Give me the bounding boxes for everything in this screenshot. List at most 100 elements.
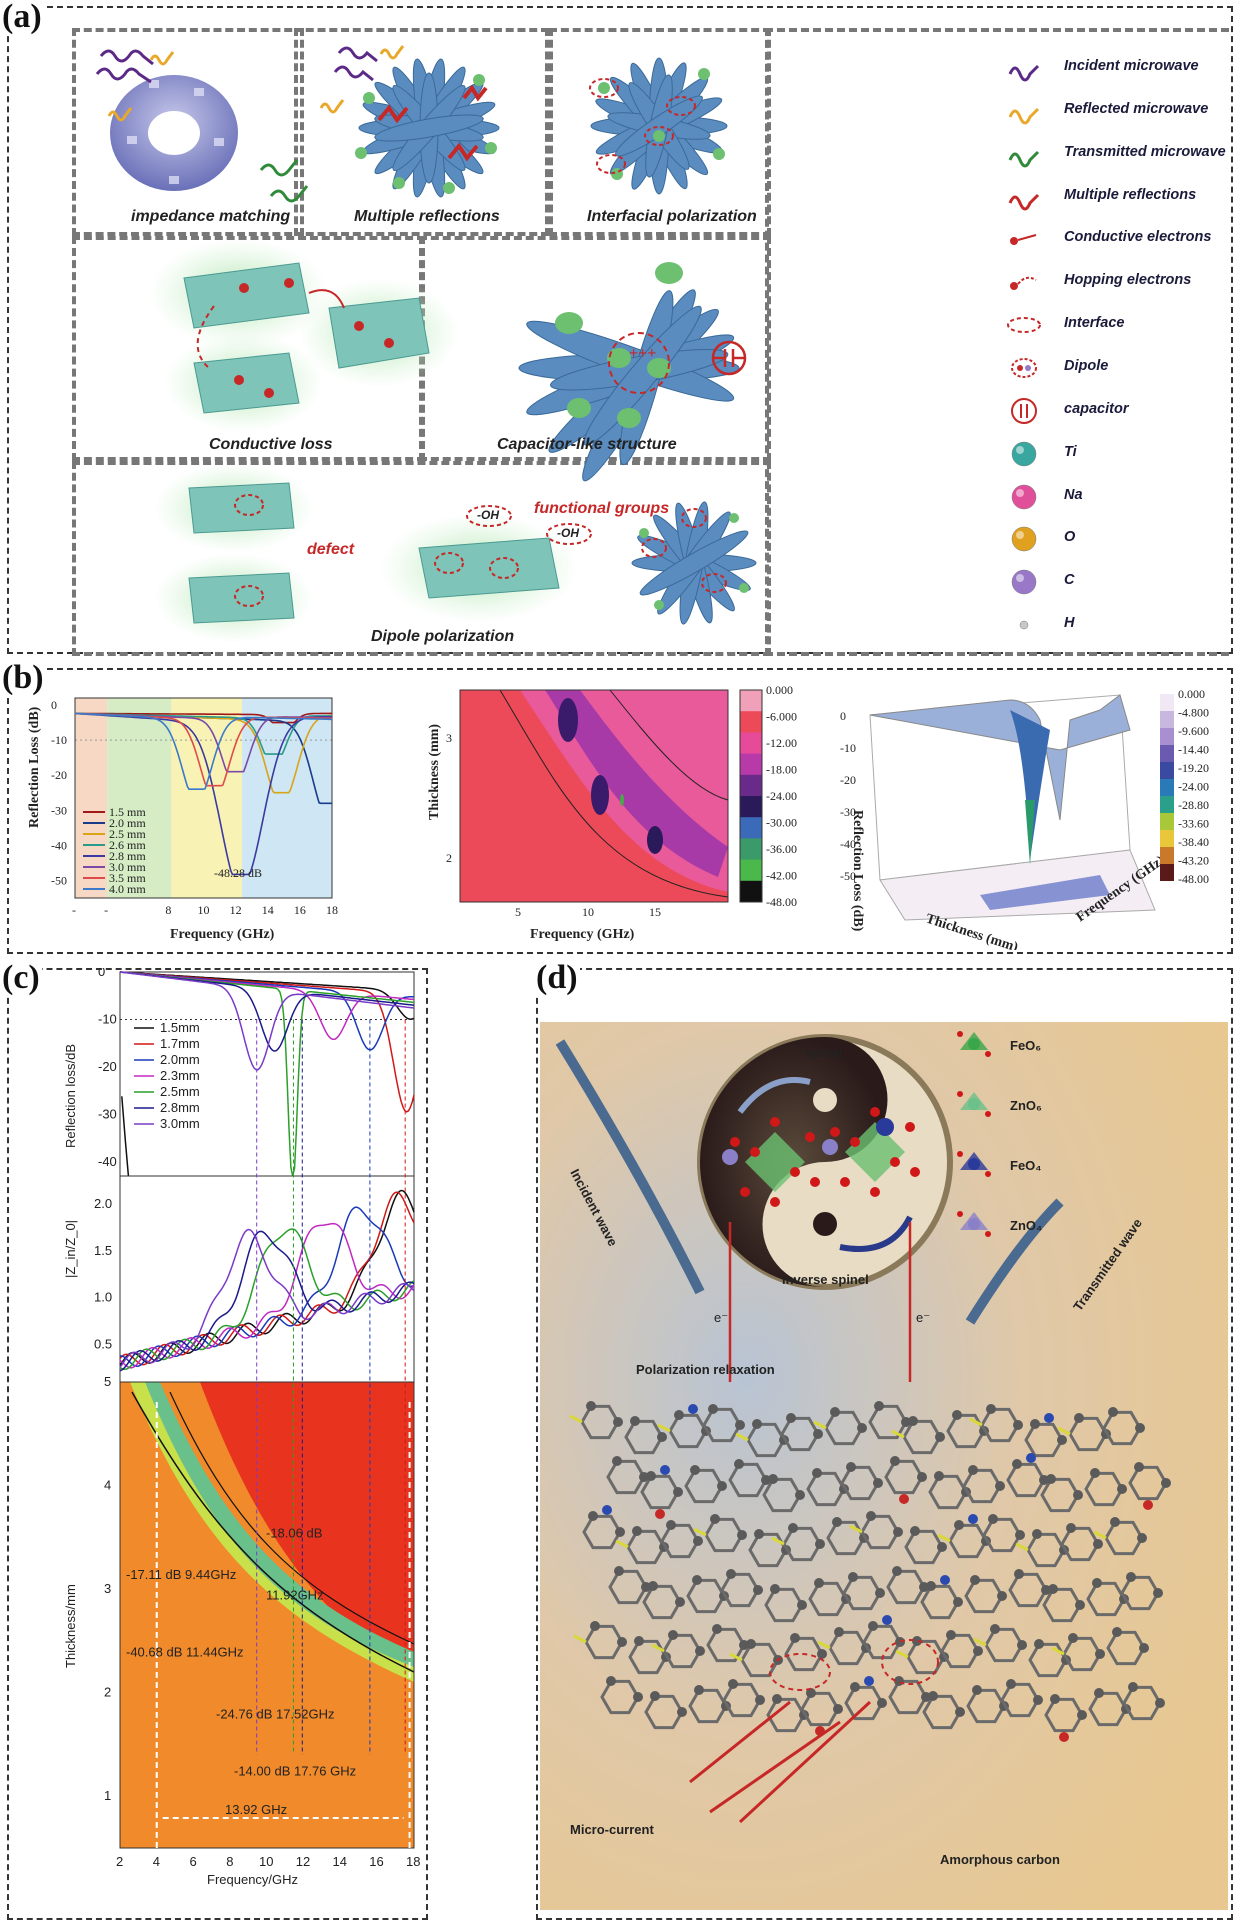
carbon-atom xyxy=(1050,1694,1060,1704)
carbon-atom xyxy=(970,1575,980,1585)
carbon-atom xyxy=(877,1698,887,1708)
impedance-y-label: |Z_in/Z_0| xyxy=(63,1220,78,1278)
caption-multiple-reflections: Multiple reflections xyxy=(354,208,500,225)
colorbar-segment xyxy=(740,774,762,797)
carbon-atom xyxy=(934,1471,944,1481)
surface-floor xyxy=(879,849,1156,921)
carbon-atom xyxy=(1126,1572,1136,1582)
colorbar-segment xyxy=(1160,796,1174,813)
h-atom-icon xyxy=(1018,619,1029,630)
caption-interfacial-polarization: Interfacial polarization xyxy=(587,208,757,225)
carbon-atom xyxy=(1015,1530,1025,1540)
carbon-atom xyxy=(786,1413,796,1423)
legend-oxygen xyxy=(957,1211,963,1217)
hydrogen-bond xyxy=(813,1420,827,1430)
carbon-ring xyxy=(962,1468,1002,1504)
carbon-atom xyxy=(674,1410,684,1420)
carbon-atom xyxy=(666,1520,676,1530)
colorbar-tick: -6.000 xyxy=(766,710,797,724)
x-axis-label: Frequency/GHz xyxy=(207,1872,298,1887)
carbon-atom xyxy=(617,1637,627,1647)
legend-label: Interface xyxy=(1064,315,1125,332)
carbon-atom xyxy=(995,1481,1005,1491)
carbon-ring xyxy=(706,1627,746,1663)
plot-frame xyxy=(459,689,729,903)
spinel-label: spinel xyxy=(805,1045,843,1060)
carbon-atom xyxy=(1110,1517,1120,1527)
carbon-atom xyxy=(695,1646,705,1656)
carbon-atom xyxy=(926,1581,936,1591)
carbon-atom xyxy=(973,1646,983,1656)
carbon-atom xyxy=(1153,1588,1163,1598)
carbon-ring xyxy=(728,1462,768,1498)
transmitted-microwave-icon xyxy=(1008,150,1040,168)
colorbar-segment xyxy=(1160,694,1174,711)
oxygen-atom xyxy=(890,1157,900,1167)
x-tick: 8 xyxy=(165,903,171,917)
hydrogen-bond xyxy=(973,1637,987,1647)
legend-label: FeO₄ xyxy=(1010,1158,1041,1173)
colorbar-tick: -24.00 xyxy=(1178,780,1209,794)
carbon-atom xyxy=(675,1597,685,1607)
y-tick: -10 xyxy=(51,733,67,747)
impedance-line-2.5mm xyxy=(119,1228,415,1371)
legend-label: 2.5 mm xyxy=(109,827,146,841)
carbon-atom xyxy=(708,1404,718,1414)
legend-label: Conductive electrons xyxy=(1064,229,1212,246)
legend-oxygen xyxy=(957,1151,963,1157)
min-annotation: -48.28 dB xyxy=(214,866,262,880)
legend-label: C xyxy=(1064,572,1075,589)
carbon-ring xyxy=(1040,1477,1080,1513)
carbon-ring xyxy=(762,1477,802,1513)
x-tick: 10 xyxy=(259,1854,273,1869)
oxygen-atom xyxy=(740,1187,750,1197)
hopping-electrons-icon xyxy=(1010,277,1037,291)
carbon-ring xyxy=(720,1572,760,1608)
contour-minimum xyxy=(591,775,609,815)
multiple-reflections-box xyxy=(294,28,549,236)
carbon-atom xyxy=(752,1419,762,1429)
legend-oxygen xyxy=(985,1111,991,1117)
contour-line xyxy=(609,689,729,801)
legend-label: 2.8mm xyxy=(160,1100,200,1115)
carbon-atom xyxy=(690,1465,700,1475)
contour-band xyxy=(545,690,728,877)
carbon-atom xyxy=(1161,1478,1171,1488)
legend-label: 3.0 mm xyxy=(109,860,146,874)
current-loop xyxy=(769,1653,831,1691)
frequency-band xyxy=(171,698,243,898)
legend-oxygen xyxy=(957,1091,963,1097)
hydrogen-bond xyxy=(651,1643,665,1653)
rl-map-band xyxy=(145,1382,414,1667)
yang-dot xyxy=(813,1212,837,1236)
carbon-atom xyxy=(928,1691,938,1701)
carbon-ring xyxy=(1006,1462,1046,1498)
carbon-atom xyxy=(873,1478,883,1488)
hydrogen-bond xyxy=(1015,1542,1029,1552)
oxygen-atom xyxy=(850,1137,860,1147)
reflected-microwave-icon xyxy=(1008,107,1040,125)
x-tick: 6 xyxy=(190,1854,197,1869)
hydrogen-bond xyxy=(817,1640,831,1650)
carbon-network xyxy=(569,1401,1171,1742)
transmitted-wave xyxy=(259,159,299,177)
legend-center-atom xyxy=(968,1158,980,1170)
legend-label: 1.5mm xyxy=(160,1020,200,1035)
y-tick: 3 xyxy=(446,731,452,745)
caption-capacitor-like: Capacitor-like structure xyxy=(497,436,677,453)
legend-row: Hopping electrons xyxy=(964,264,1234,300)
c-atom-icon xyxy=(1011,570,1037,595)
legend-row: Incident microwave xyxy=(964,50,1234,86)
oxygen-atom xyxy=(910,1167,920,1177)
colorbar-segment xyxy=(1160,813,1174,830)
colorbar-segment xyxy=(740,753,762,776)
x-tick: 5 xyxy=(515,905,521,919)
colorbar-segment xyxy=(740,796,762,818)
hydrogen-bond xyxy=(573,1634,587,1644)
legend-row: O xyxy=(964,521,1234,557)
carbon-atom xyxy=(895,1637,905,1647)
carbon-ring xyxy=(764,1587,804,1623)
oxygen-atom xyxy=(805,1132,815,1142)
x-tick: 4 xyxy=(153,1854,160,1869)
